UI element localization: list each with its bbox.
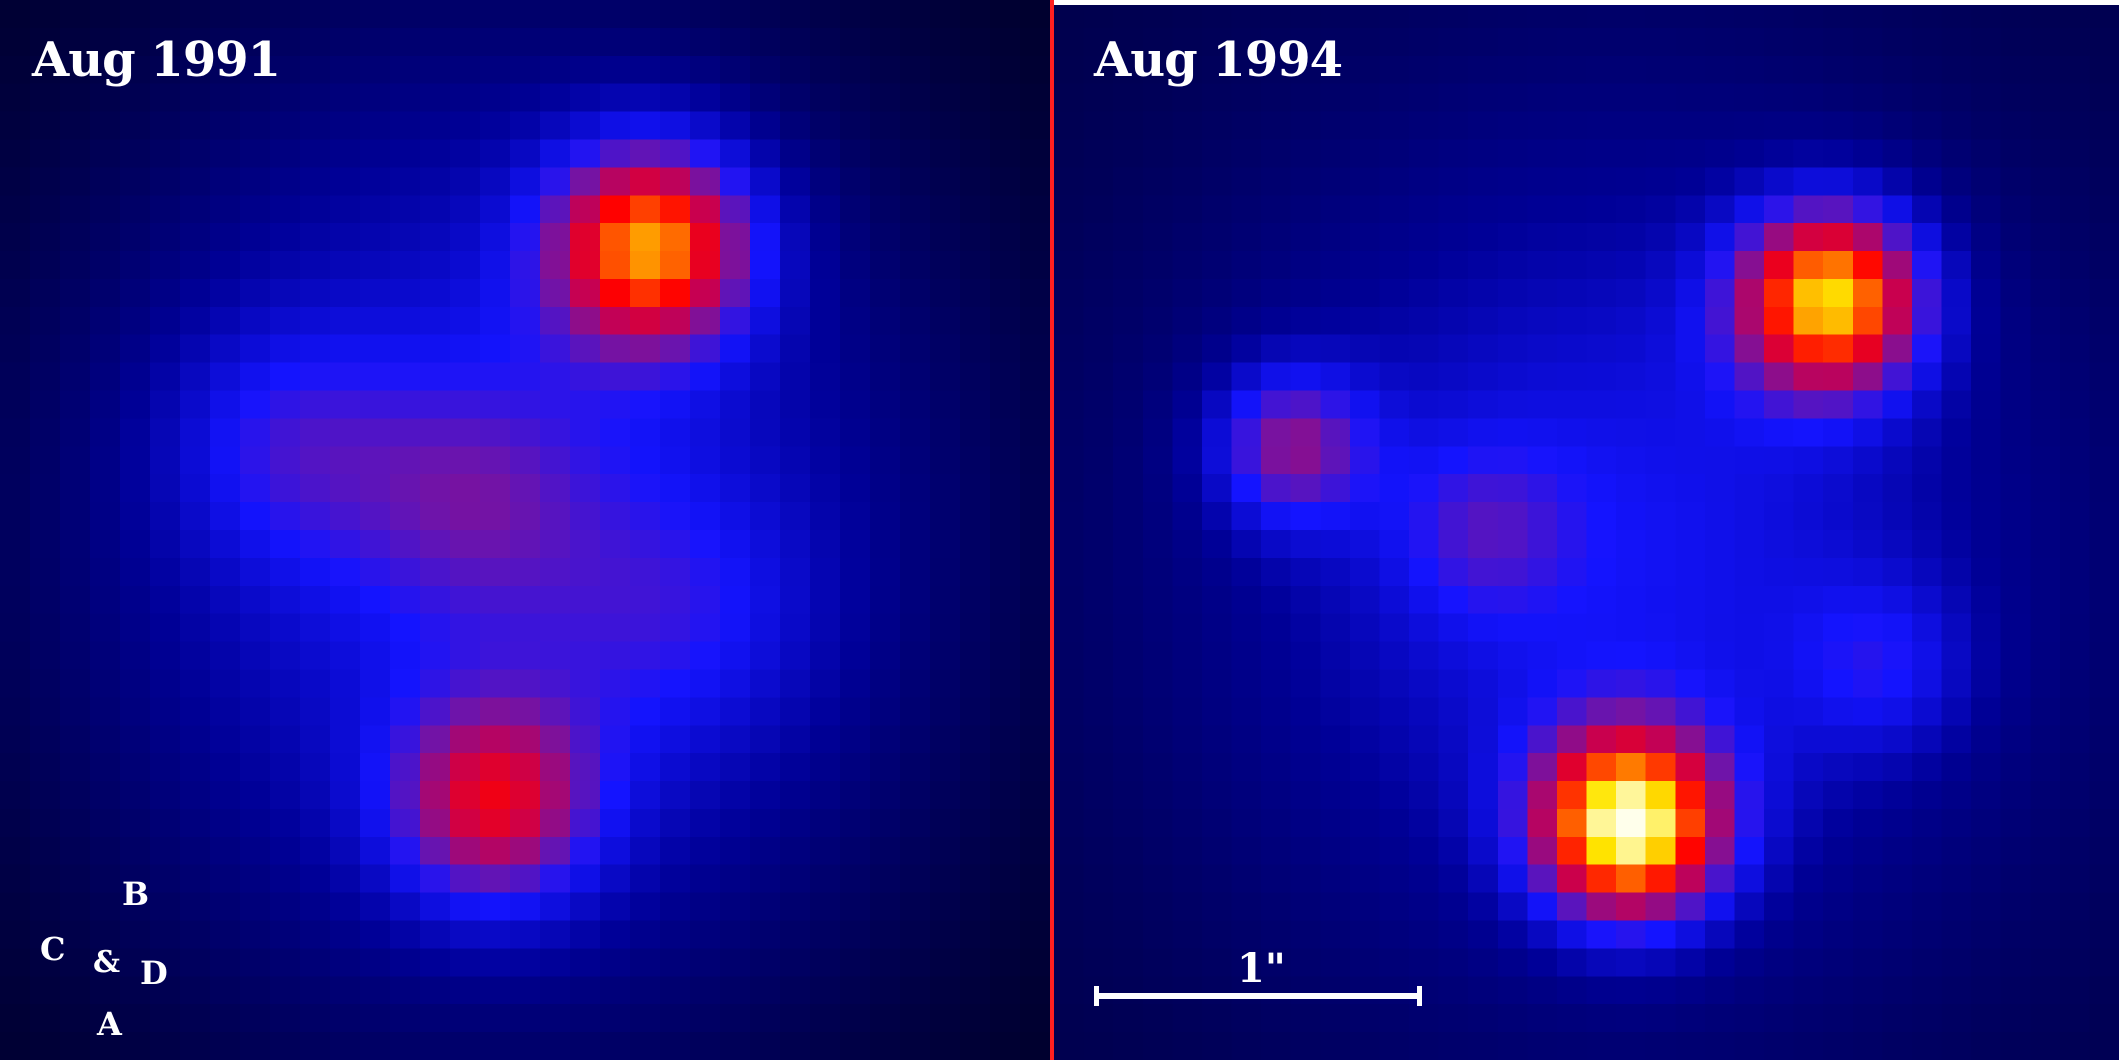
component-label-c: C — [40, 930, 66, 968]
image-panel-aug-1991: Aug 1991 B C & D A — [0, 0, 1050, 1060]
image-panel-aug-1994: Aug 1994 1" — [1054, 0, 2119, 1060]
component-label-b: B — [122, 875, 150, 913]
component-marker: & — [93, 945, 121, 980]
panel-divider — [1050, 0, 1054, 1060]
scale-bar-label: 1" — [1237, 945, 1286, 992]
epoch-label: Aug 1991 — [32, 32, 281, 88]
component-label-d: D — [140, 954, 168, 992]
scale-bar — [1094, 986, 1422, 1006]
component-label-a: A — [97, 1005, 122, 1043]
epoch-label: Aug 1994 — [1094, 32, 1343, 88]
heatmap-image-1994 — [1054, 0, 2119, 1060]
heatmap-image-1991 — [0, 0, 1050, 1060]
panel-top-border — [1054, 0, 2119, 5]
